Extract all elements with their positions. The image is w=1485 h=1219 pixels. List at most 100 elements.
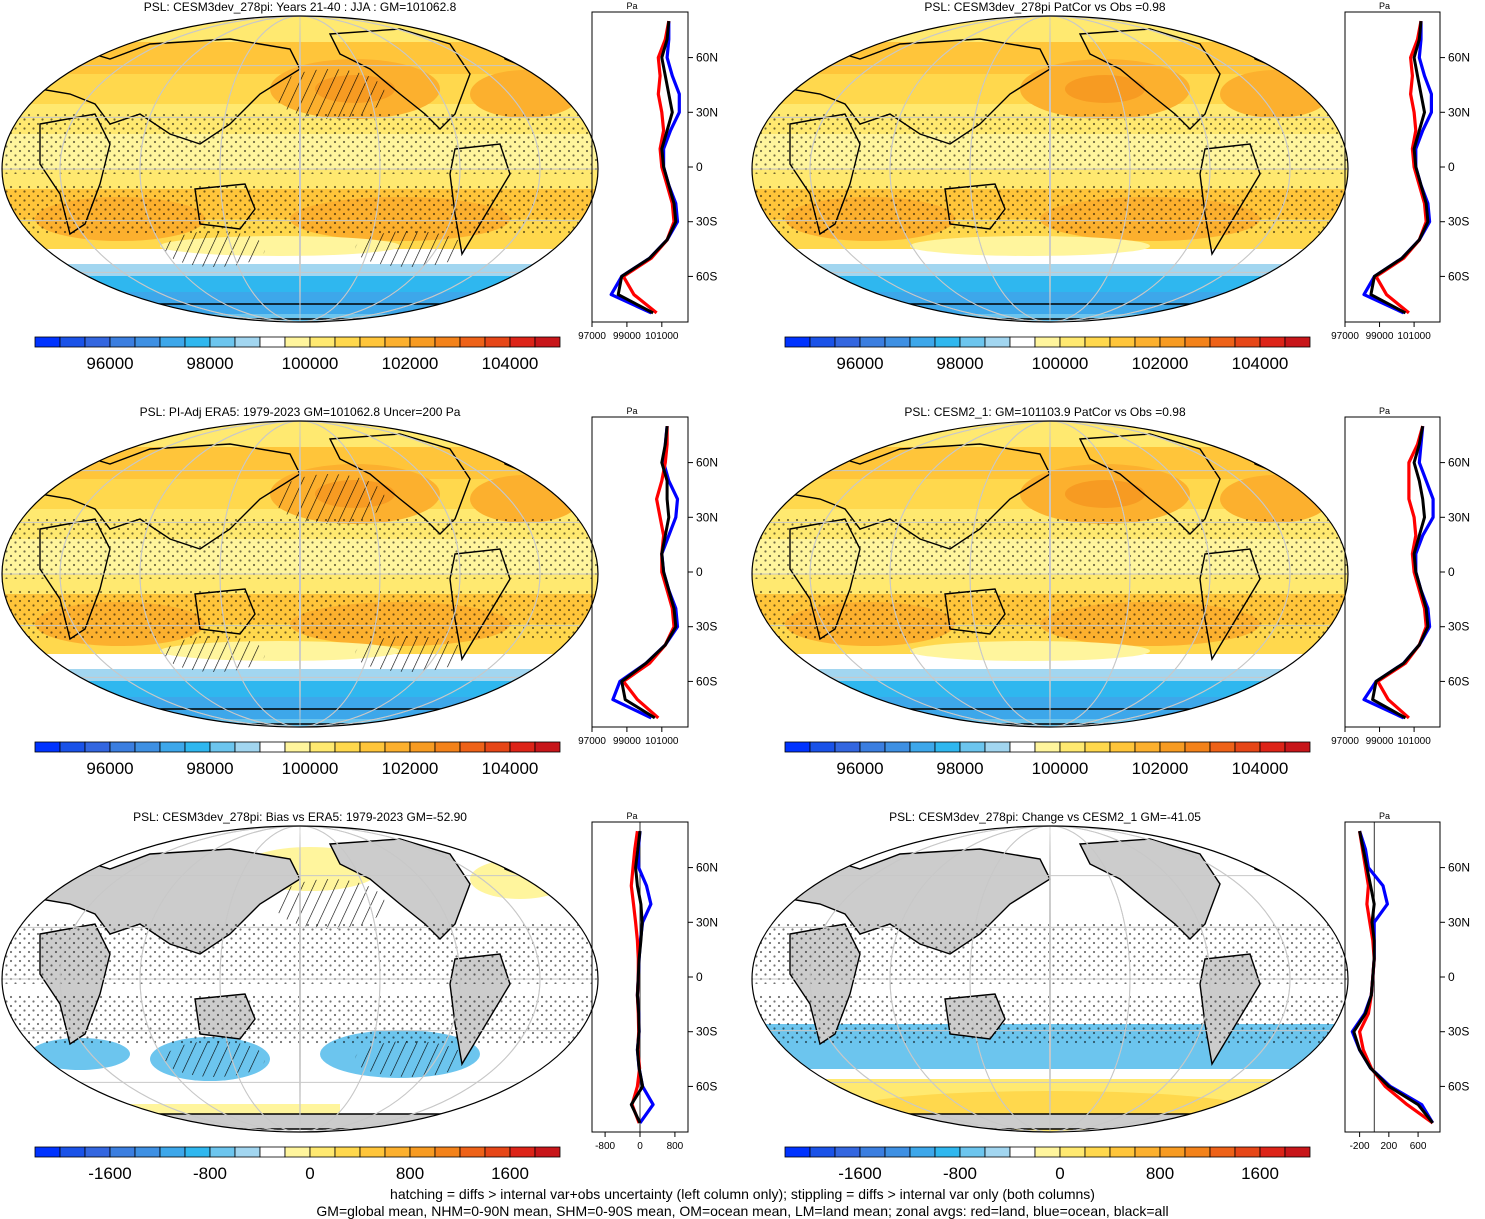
zonal-lat-label: 30S [696,620,717,634]
colorbar-box [934,741,961,753]
colorbar-box [1284,1146,1311,1158]
zonal-line-all [616,20,678,315]
colorbar-box [134,336,161,348]
hatching [355,231,465,267]
colorbar-box [1084,336,1111,348]
north-pacific-high-core [1065,480,1145,508]
zonal-frame [591,11,689,323]
graticule-meridian [809,826,1291,1132]
panel-4-colorbar: 96000 98000 100000 102000 104000 [784,741,1311,778]
zonal-lat-label: 60S [1448,269,1469,283]
zonal-x-label: 200 [1381,1141,1398,1152]
colorbar-box [1159,1146,1186,1158]
colorbar-box [459,741,486,753]
graticule-meridian [1049,421,1051,727]
graticule-meridian [59,421,541,727]
colorbar-box [784,336,811,348]
zonal-lat-label: 30S [1448,215,1469,229]
colorbar-box [434,336,461,348]
colorbar-box [884,741,911,753]
zonal-x-label: -200 [1350,1141,1370,1152]
colorbar-box [434,1146,461,1158]
zonal-frame [591,416,689,728]
zonal-line-ocean [609,21,681,315]
colorbar-box [859,1146,886,1158]
north-pacific-high-core [1065,75,1145,103]
colorbar-box [34,1146,61,1158]
colorbar-tick-label: 100000 [282,354,339,373]
colorbar-tick-label: -800 [943,1164,977,1183]
map-border [1,825,599,1133]
colorbar-box [159,1146,186,1158]
panel-1-title: PSL: CESM3dev_278pi: Years 21-40 : JJA :… [143,0,457,14]
zonal-lat-label: 60N [696,51,718,65]
zonal-line-all [1352,830,1434,1124]
colorbar-box [1084,1146,1111,1158]
colorbar-tick-label: 104000 [482,354,539,373]
colorbar-tick-label: 96000 [836,354,883,373]
colorbar-tick-label: -800 [193,1164,227,1183]
colorbar-box [984,1146,1011,1158]
colorbar-tick-label: 96000 [86,354,133,373]
colorbar-box [1259,336,1286,348]
zonal-lat-label: 30S [696,215,717,229]
map-field [2,16,598,322]
graticule-meridian [969,421,1131,727]
map-field [752,826,1348,1132]
graticule [752,16,1348,322]
colorbar-box [34,336,61,348]
colorbar-box [109,1146,136,1158]
colorbar-box [134,741,161,753]
colorbar-tick-label: 102000 [382,354,439,373]
zonal-unit-label: Pa [1379,1,1390,11]
colorbar-tick-label: 96000 [86,759,133,778]
colorbar-box [884,336,911,348]
map-border [751,15,1349,323]
zonal-x-label: 99000 [1366,331,1394,342]
colorbar-box [1209,336,1236,348]
zonal-x-label: 0 [637,1141,643,1152]
zonal-frame [1344,11,1441,323]
colorbar-box [284,741,311,753]
panel-1-map [1,15,599,323]
zonal-lat-label: 0 [1448,970,1455,984]
colorbar-box [309,1146,336,1158]
colorbar-box [1109,336,1136,348]
colorbar-box [809,741,836,753]
zonal-line-land [621,426,676,720]
colorbar-box [334,741,361,753]
colorbar-box [1109,741,1136,753]
zonal-line-all [1369,20,1430,315]
panel-6-map [751,825,1349,1133]
panel-4-map [751,420,1349,728]
colorbar-box [209,1146,236,1158]
colorbar-box [59,336,86,348]
colorbar-box [384,336,411,348]
colorbar-tick-label: -1600 [838,1164,881,1183]
graticule-meridian [219,826,381,1132]
colorbar-box [459,1146,486,1158]
zonal-x-label: 600 [1410,1141,1427,1152]
zonal-lat-label: 60S [1448,674,1469,688]
colorbar-box [984,741,1011,753]
colorbar-box [259,1146,286,1158]
footnote-line-1: hatching = diffs > internal var+obs unce… [390,1186,1095,1202]
colorbar-box [884,1146,911,1158]
subpolar-trough-edge [910,236,1150,256]
colorbar-box [184,741,211,753]
colorbar-box [109,336,136,348]
graticule [2,421,598,727]
colorbar-tick-label: 100000 [282,759,339,778]
colorbar-box [509,336,536,348]
colorbar-box [1234,1146,1261,1158]
zonal-lat-label: 30N [1448,510,1470,524]
colorbar-box [184,336,211,348]
zonal-lat-label: 30N [696,510,718,524]
colorbar-box [1159,741,1186,753]
map-border [751,420,1349,728]
colorbar-box [409,1146,436,1158]
zonal-x-label: 97000 [578,736,606,747]
colorbar-tick-label: 0 [305,1164,314,1183]
colorbar-box [1034,741,1061,753]
colorbar-box [309,741,336,753]
